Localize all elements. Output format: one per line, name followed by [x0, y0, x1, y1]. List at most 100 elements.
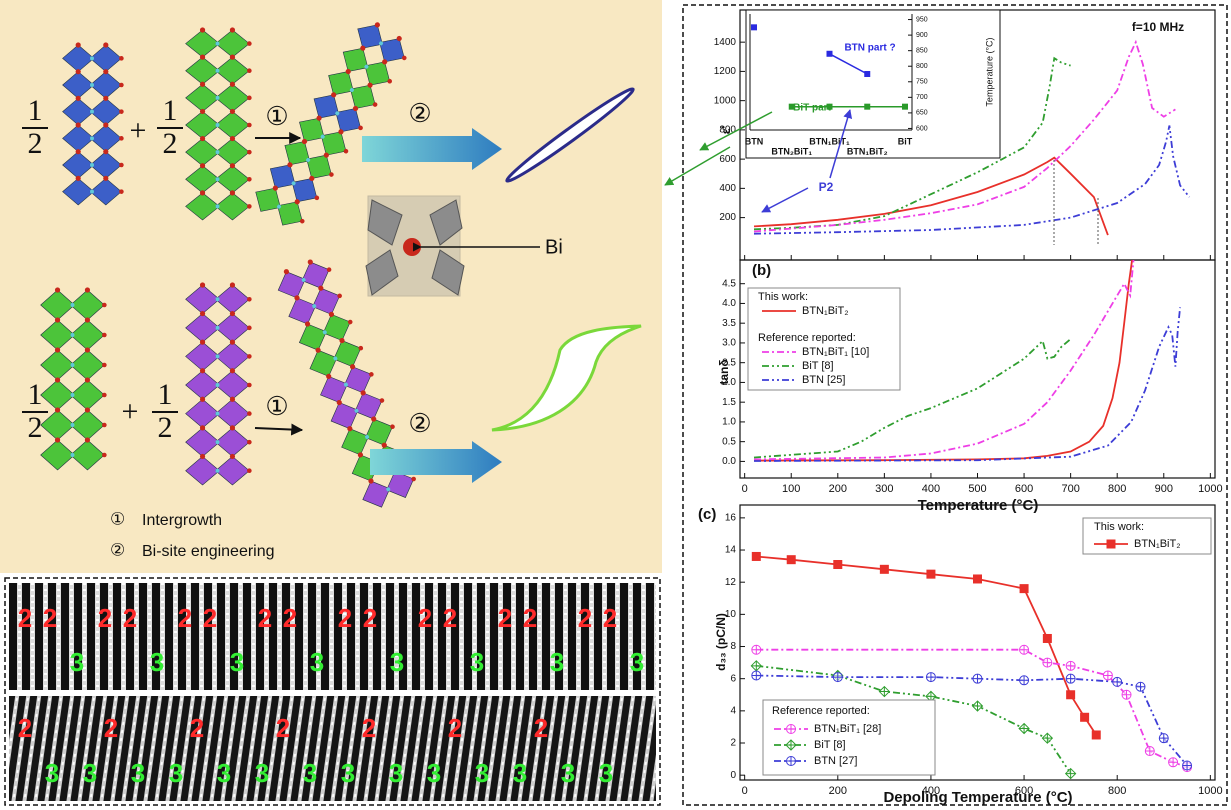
- panel-label: (c): [698, 506, 716, 523]
- y2-axis-label: Temperature (°C): [984, 37, 994, 106]
- atom: [312, 304, 317, 309]
- atom: [70, 363, 75, 367]
- atom: [199, 135, 206, 142]
- atom: [309, 175, 315, 182]
- y-tick-label: 1200: [714, 66, 737, 77]
- panel-border: [682, 4, 1228, 806]
- arrow: [370, 441, 502, 483]
- atom: [54, 347, 61, 353]
- atom: [294, 295, 300, 301]
- atom: [215, 325, 220, 330]
- fraction-num: 1: [158, 378, 173, 411]
- atom: [70, 333, 75, 337]
- y-tick-label: 12: [725, 577, 737, 588]
- annotation: P2: [819, 180, 834, 194]
- atom: [411, 476, 416, 482]
- plus: +: [130, 114, 147, 147]
- data-marker: [864, 103, 871, 110]
- data-marker: [1182, 760, 1193, 771]
- atom: [247, 41, 252, 46]
- legend-title: This work:: [1094, 521, 1144, 533]
- data-marker: [1018, 722, 1030, 735]
- atom: [75, 42, 81, 48]
- x-tick-label: 400: [922, 785, 940, 797]
- data-marker: [751, 644, 762, 655]
- stem-label: 2: [98, 603, 112, 633]
- atom: [215, 468, 220, 473]
- series-group: [753, 39, 1191, 236]
- atom: [320, 134, 325, 139]
- fraction-den: 2: [158, 411, 173, 444]
- atom: [369, 372, 374, 377]
- data-marker: [1135, 681, 1146, 692]
- legend-marker: [1106, 539, 1116, 549]
- atom: [75, 175, 81, 181]
- data-marker: [1091, 730, 1101, 740]
- y-tick-label: 2: [730, 738, 736, 749]
- atom: [102, 302, 107, 308]
- atom: [103, 95, 109, 101]
- atom: [318, 285, 324, 291]
- atom: [84, 407, 91, 413]
- atom: [365, 434, 370, 439]
- atom: [70, 393, 75, 397]
- data-marker: [864, 71, 871, 77]
- crystal-column: [185, 27, 252, 221]
- atom: [229, 310, 236, 317]
- legend-marker: [786, 724, 797, 734]
- atom: [199, 163, 206, 169]
- atom: [382, 59, 388, 65]
- atom: [276, 204, 281, 209]
- stem-label: 3: [310, 647, 324, 677]
- pe-loop: [505, 87, 635, 183]
- atom: [84, 347, 91, 353]
- bi-label: Bi: [545, 236, 563, 258]
- atom: [199, 81, 206, 87]
- atom: [301, 277, 306, 282]
- atom: [306, 157, 311, 162]
- x-tick-label: 200: [829, 785, 847, 797]
- stem-label: 2: [448, 713, 462, 743]
- step1: ①: [265, 101, 288, 131]
- stem-label: 2: [523, 603, 537, 633]
- y-tick-label: 0.0: [722, 456, 736, 467]
- atom: [215, 68, 220, 73]
- stem-label: 3: [427, 758, 441, 788]
- y-tick-label: 1.0: [722, 417, 736, 428]
- stem-label: 3: [303, 758, 317, 788]
- x-tick-label: 200: [829, 483, 847, 495]
- atom: [54, 317, 61, 323]
- y-tick-label: 0.5: [722, 436, 736, 447]
- octahedron: [362, 480, 391, 508]
- atom: [358, 125, 363, 131]
- data-marker: [751, 24, 757, 31]
- series-line: [756, 674, 1188, 767]
- atom: [103, 69, 109, 75]
- data-marker: [1102, 670, 1113, 681]
- legend-label: BTN [27]: [814, 755, 857, 767]
- atom: [247, 95, 252, 101]
- atom: [329, 172, 334, 177]
- octahedron: [185, 192, 220, 221]
- atom: [343, 382, 348, 387]
- y-tick-label: 1.5: [722, 397, 736, 408]
- atom: [215, 383, 220, 387]
- y-axis-label: tanδ: [717, 359, 731, 384]
- atom: [215, 95, 220, 100]
- stem-label: 2: [363, 603, 377, 633]
- atom: [338, 129, 344, 135]
- atom: [294, 199, 300, 205]
- atom: [337, 293, 342, 299]
- atom: [272, 185, 278, 191]
- data-marker: [1042, 633, 1052, 643]
- atom: [387, 78, 393, 84]
- stem-label: 3: [230, 647, 244, 677]
- perovskite-unit: [365, 195, 540, 297]
- y-tick-label: 16: [725, 513, 737, 524]
- atom: [75, 69, 81, 75]
- atom: [119, 136, 124, 141]
- fraction-den: 2: [28, 411, 43, 444]
- atom: [247, 149, 252, 155]
- atom: [328, 311, 335, 317]
- y-tick-label: 10: [725, 609, 737, 620]
